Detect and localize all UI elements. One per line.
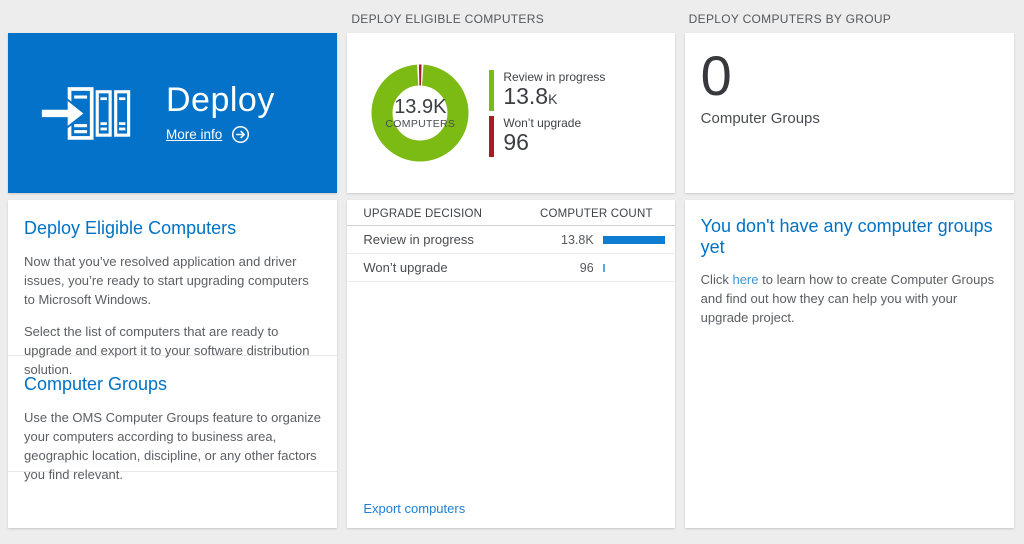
export-computers: Export computers [347,501,674,528]
donut-total-label: COMPUTERS [385,118,456,130]
legend-color-bar [489,69,495,111]
no-groups-text: Click here to learn how to create Comput… [700,272,995,325]
row-decision: Review in progress [363,232,474,247]
deploy-computers-by-group-column: DEPLOY COMPUTERS BY GROUP 0 Computer Gro… [684,0,1014,528]
deploy-eligible-computers-column: DEPLOY ELIGIBLE COMPUTERS 13.9K COMPUTER… [347,0,675,528]
export-computers-link[interactable]: Export computers [363,501,466,516]
section-deploy-eligible-computers: Deploy Eligible Computers Now that you’v… [8,200,338,377]
column-header-deploy-computers-by-group: DEPLOY COMPUTERS BY GROUP [688,12,892,26]
donut-segment-wont-upgrade [371,64,469,162]
donut-legend: Review in progress 13.8K Won’t upgrade 9… [489,69,606,157]
legend-color-bar [489,115,495,157]
legend-item-wont-upgrade: Won’t upgrade 96 [489,115,605,157]
table-header: UPGRADE DECISION COMPUTER COUNT [347,200,675,226]
count-bar [602,263,605,272]
legend-label: Review in progress [503,69,606,84]
legend-label: Won’t upgrade [503,115,582,130]
more-info-arrow-icon[interactable] [231,125,250,144]
donut-chart: 13.9K COMPUTERS [371,64,469,162]
upgrade-decision-table-card: UPGRADE DECISION COMPUTER COUNT Review i… [347,200,675,528]
column-header-computer-count: COMPUTER COUNT [539,208,653,220]
deploy-overview-column: Deploy More info Deploy Eligible Compute… [8,0,338,528]
donut-center: 13.9K COMPUTERS [371,64,469,162]
table-row[interactable]: Review in progress 13.8K [347,226,675,254]
row-count: 96 [579,260,594,275]
deploy-tile[interactable]: Deploy More info [8,33,338,193]
table-row[interactable]: Won’t upgrade 96 [347,254,675,282]
more-info-link[interactable]: More info [166,127,223,142]
table-empty-space [347,282,674,501]
computer-groups-count: 0 [700,44,732,107]
legend-item-review-in-progress: Review in progress 13.8K [489,69,606,111]
column-header-upgrade-decision: UPGRADE DECISION [363,208,483,220]
section-paragraph: Use the OMS Computer Groups feature to o… [24,410,321,482]
row-decision: Won’t upgrade [363,260,448,275]
count-bar [602,235,665,244]
column-header-deploy-eligible-computers: DEPLOY ELIGIBLE COMPUTERS [351,12,544,26]
row-bar-track [602,263,665,272]
row-count: 13.8K [561,232,594,247]
donut-segment-review-in-progress [371,64,469,162]
no-computer-groups-card: You don't have any computer groups yet C… [684,200,1014,528]
section-paragraph: Now that you’ve resolved application and… [24,254,309,307]
section-heading: Computer Groups [24,374,168,394]
eligible-computers-donut-card[interactable]: 13.9K COMPUTERS Review in progress 13.8K [347,33,675,193]
donut-total-value: 13.9K [394,96,447,118]
no-groups-heading: You don't have any computer groups yet [700,216,993,257]
more-info: More info [166,125,275,144]
section-paragraph: Select the list of computers that are re… [24,324,310,377]
row-bar-track [602,235,665,244]
legend-value: 13.8K [503,82,558,109]
section-computer-groups: Computer Groups Use the OMS Computer Gro… [8,356,338,482]
left-column-header-spacer [8,0,337,33]
deploy-icon [40,87,131,140]
deploy-tile-title: Deploy [166,81,275,119]
deploy-descriptions-card: Deploy Eligible Computers Now that you’v… [8,200,338,528]
legend-value: 96 [503,128,529,155]
computer-groups-count-card: 0 Computer Groups [684,33,1014,193]
section-heading: Deploy Eligible Computers [24,218,237,238]
here-link[interactable]: here [732,272,759,287]
computer-groups-count-label: Computer Groups [700,110,820,127]
deploy-tile-text: Deploy More info [166,82,275,144]
